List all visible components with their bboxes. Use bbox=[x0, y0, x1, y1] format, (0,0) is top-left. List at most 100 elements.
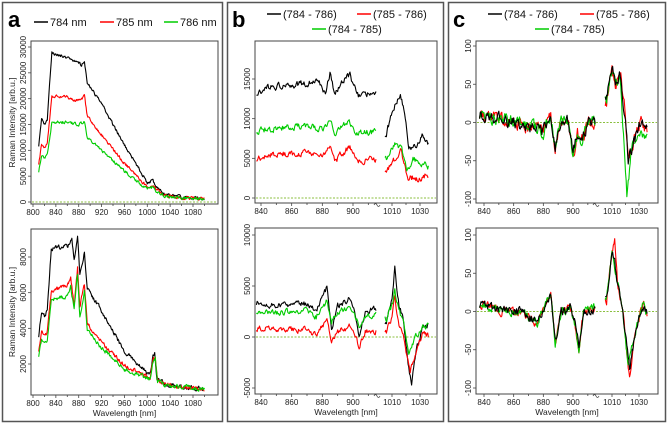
y-tick-label: 100 bbox=[464, 228, 473, 242]
plot-frame bbox=[254, 40, 438, 204]
legend-label-784-785: (784 - 785) bbox=[551, 24, 605, 36]
y-tick-label: -50 bbox=[464, 154, 473, 166]
x-tick-label: 900 bbox=[566, 207, 580, 216]
axis-break-icon bbox=[592, 394, 600, 398]
y-axis-label: Raman Intensity [arb.u.] bbox=[7, 77, 17, 167]
panel-b-letter: b bbox=[232, 7, 245, 32]
series-line-784-786 bbox=[256, 71, 429, 151]
series-line-785-nm bbox=[38, 94, 205, 201]
x-tick-label: 1000 bbox=[138, 208, 156, 217]
y-tick-label: 10000 bbox=[19, 139, 28, 162]
y-tick-label: 25000 bbox=[19, 61, 28, 84]
y-tick-label: 15000 bbox=[243, 67, 252, 90]
x-tick-label: 920 bbox=[95, 208, 109, 217]
panel-b-frame bbox=[226, 1, 445, 423]
y-tick-label: -100 bbox=[464, 379, 473, 396]
y-tick-label: 15000 bbox=[19, 113, 28, 136]
panel-a-legend: 784 nm 785 nm 786 nm bbox=[34, 17, 217, 29]
y-tick-label: 50 bbox=[464, 268, 473, 277]
y-tick-label: -5000 bbox=[243, 377, 252, 398]
x-tick-label: 840 bbox=[49, 208, 63, 217]
x-tick-label: 1080 bbox=[184, 208, 202, 217]
x-tick-label: 880 bbox=[316, 207, 330, 216]
series-line-784-786 bbox=[479, 65, 648, 165]
y-tick-label: 100 bbox=[464, 39, 473, 53]
x-tick-label: 1030 bbox=[411, 398, 429, 407]
series-line-784-785 bbox=[256, 119, 429, 172]
x-axis-label: Wavelength [nm] bbox=[93, 408, 156, 418]
x-tick-label: 1040 bbox=[161, 208, 179, 217]
x-tick-label: 900 bbox=[566, 398, 580, 407]
x-tick-label: 1010 bbox=[383, 207, 401, 216]
series-line-785-786 bbox=[256, 145, 429, 183]
y-tick-label: 0 bbox=[243, 334, 252, 339]
panel-c-letter: c bbox=[453, 7, 465, 32]
legend-label-785: 785 nm bbox=[116, 17, 153, 29]
x-tick-label: 1000 bbox=[138, 399, 156, 408]
y-tick-label: 5000 bbox=[19, 167, 28, 185]
series-line-784-786 bbox=[255, 265, 429, 386]
panel-c-frame bbox=[447, 1, 667, 423]
y-tick-label: 10000 bbox=[243, 223, 252, 246]
y-tick-label: 6000 bbox=[19, 283, 28, 301]
y-tick-label: 30000 bbox=[19, 35, 28, 58]
series-group bbox=[38, 51, 205, 201]
series-group bbox=[255, 265, 429, 386]
x-tick-label: 960 bbox=[118, 208, 132, 217]
x-tick-label: 840 bbox=[49, 399, 63, 408]
legend-label-784-786: (784 - 786) bbox=[504, 9, 558, 21]
panel-a-frame bbox=[1, 1, 224, 423]
x-tick-label: 1030 bbox=[630, 207, 648, 216]
plot-frame bbox=[475, 227, 659, 395]
x-tick-label: 860 bbox=[507, 207, 521, 216]
x-tick-label: 840 bbox=[254, 398, 268, 407]
x-tick-label: 880 bbox=[72, 208, 86, 217]
y-axis-label: Raman Intensity [arb.u.] bbox=[7, 267, 17, 357]
x-tick-label: 880 bbox=[316, 398, 330, 407]
x-tick-label: 880 bbox=[537, 207, 551, 216]
series-line-784-nm bbox=[38, 51, 205, 201]
x-tick-label: 880 bbox=[72, 399, 86, 408]
x-tick-label: 1010 bbox=[603, 207, 621, 216]
y-tick-label: 5000 bbox=[243, 277, 252, 295]
legend-label-785-786: (785 - 786) bbox=[596, 9, 650, 21]
plot-frame bbox=[475, 40, 659, 204]
x-tick-label: 1030 bbox=[411, 207, 429, 216]
y-tick-label: 0 bbox=[464, 309, 473, 314]
panel-c-legend: (784 - 786) (785 - 786) (784 - 785) bbox=[488, 9, 650, 36]
series-line-784-786 bbox=[479, 251, 648, 371]
x-tick-label: 960 bbox=[118, 399, 132, 408]
x-tick-label: 840 bbox=[477, 207, 491, 216]
series-line-785-786 bbox=[255, 295, 429, 374]
plot-c-bottom: 840 860 880 900 1010 1030 -100 -50 0 50 100 Wavelen… bbox=[464, 227, 659, 417]
y-tick-label: 5000 bbox=[243, 149, 252, 167]
legend-label-786: 786 nm bbox=[180, 17, 217, 29]
x-tick-label: 860 bbox=[507, 398, 521, 407]
plot-c-top: 840 860 880 900 1010 1030 -100 -50 0 50 100 bbox=[464, 39, 659, 216]
legend-label-784-785: (784 - 785) bbox=[328, 24, 382, 36]
x-tick-label: 1030 bbox=[630, 398, 648, 407]
plot-a-top: 800 840 880 920 960 1000 1040 1080 0 5000 10000 150… bbox=[7, 35, 219, 217]
y-tick-label: 0 bbox=[19, 199, 28, 204]
series-group bbox=[479, 65, 648, 198]
series-line-785-nm bbox=[38, 266, 205, 392]
x-tick-label: 840 bbox=[254, 207, 268, 216]
y-tick-label: -50 bbox=[464, 343, 473, 355]
x-tick-label: 1040 bbox=[161, 399, 179, 408]
series-line-784-785 bbox=[256, 288, 429, 355]
series-group bbox=[256, 71, 429, 183]
y-tick-label: 50 bbox=[464, 79, 473, 88]
series-group bbox=[38, 235, 205, 392]
legend-label-785-786: (785 - 786) bbox=[373, 9, 427, 21]
x-tick-label: 860 bbox=[285, 207, 299, 216]
y-tick-label: 10000 bbox=[243, 107, 252, 130]
axis-break-icon bbox=[373, 203, 381, 207]
x-tick-label: 1010 bbox=[603, 398, 621, 407]
legend-label-784-786: (784 - 786) bbox=[283, 9, 337, 21]
y-tick-label: 4000 bbox=[19, 319, 28, 337]
axis-break-icon bbox=[592, 203, 600, 207]
x-tick-label: 800 bbox=[26, 399, 40, 408]
plot-b-bottom: 840 860 880 900 1010 1030 -5000 0 5000 10000 Wavel… bbox=[243, 223, 438, 417]
x-tick-label: 880 bbox=[537, 398, 551, 407]
